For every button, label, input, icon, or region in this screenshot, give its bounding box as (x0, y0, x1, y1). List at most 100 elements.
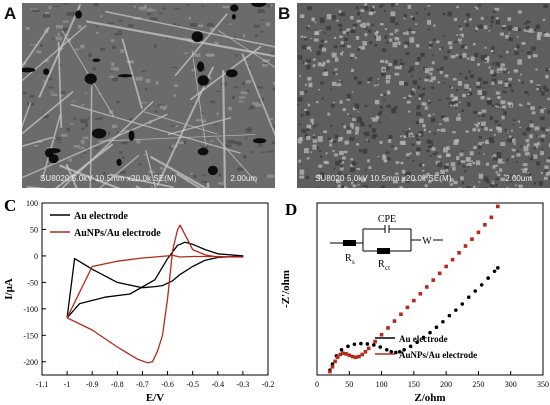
data-point (428, 330, 432, 335)
rct-label: R (378, 259, 385, 270)
data-point (483, 223, 487, 227)
x-tick-label: 200 (440, 380, 452, 389)
rs-subscript: s (352, 258, 355, 266)
x-tick-label: -0.3 (237, 380, 250, 389)
data-point (330, 365, 335, 369)
x-tick-label: -0.5 (186, 380, 199, 389)
data-point (489, 215, 494, 220)
data-point (418, 291, 423, 296)
x-tick-label: 0 (315, 380, 319, 389)
x-tick-label: 100 (376, 380, 388, 389)
data-point (470, 237, 474, 241)
sem-info-b: SU8020 5.0kV 10.5mm x20.0k SE(M) (315, 174, 452, 183)
data-point (444, 264, 448, 269)
data-point (335, 355, 340, 360)
legend-label: AuNPs/Au electrode (74, 228, 161, 239)
data-point (352, 342, 357, 347)
x-tick-label: -0.7 (136, 380, 149, 389)
sem-image-b: SU8020 5.0kV 10.5mm x20.0k SE(M) 2.00um (297, 3, 550, 188)
data-point (476, 230, 481, 235)
sem-image-a: SU8020 5.0kV 10.5mm x20.0k SE(M) 2.00um (22, 3, 275, 188)
data-point (338, 352, 343, 357)
legend-label: Au electrode (399, 334, 448, 344)
x-tick-label: 300 (505, 380, 517, 389)
data-point (424, 285, 429, 289)
eis-chart: 0 50 100 150 200 250 300 350 Z/ohm -Z'/ohm D Au ele… (280, 200, 549, 404)
legend-label: Au electrode (74, 211, 129, 222)
data-point (402, 347, 406, 352)
rct-subscript: ct (385, 264, 390, 272)
data-point (460, 302, 465, 306)
data-point (415, 340, 419, 345)
cv-chart: -1.1 -1 -0.9 -0.8 -0.7 -0.6 -0.5 -0.4 -0.3 -0.2 10… (3, 196, 275, 404)
data-point (421, 335, 426, 340)
x-tick-label: 150 (408, 380, 420, 389)
data-point (350, 354, 355, 359)
data-point (496, 266, 500, 270)
data-point (450, 257, 455, 262)
sem-scale-b: 2.00um (505, 174, 532, 183)
data-point (412, 298, 416, 303)
panel-label-d: D (285, 200, 297, 219)
data-point (339, 347, 344, 352)
data-point (353, 355, 358, 360)
data-point (363, 349, 368, 354)
cv-series-aunps-au-electrode (66, 224, 244, 364)
y-tick-label: 100 (26, 199, 38, 208)
data-point (496, 204, 500, 209)
sem-micrograph-au-electrode (22, 3, 275, 188)
data-point (392, 319, 397, 323)
sem-info-a: SU8020 5.0kV 10.5mm x20.0k SE(M) (40, 174, 177, 183)
warburg-label: W (422, 236, 432, 247)
x-tick-label: 250 (472, 380, 484, 389)
panel-label-c: C (4, 196, 16, 215)
eis-series-au-electrode (328, 266, 500, 373)
x-tick-label: -0.6 (161, 380, 174, 389)
panel-label-b: B (278, 4, 291, 23)
data-point (333, 359, 337, 364)
data-point (463, 244, 468, 248)
data-point (405, 305, 410, 310)
x-tick-label: -1 (64, 380, 71, 389)
data-point (486, 276, 490, 280)
data-point (437, 271, 442, 276)
y-axis-label: -Z'/ohm (280, 270, 292, 308)
data-point (379, 332, 384, 337)
y-tick-label: -50 (27, 278, 38, 287)
plot-frame (41, 202, 269, 376)
x-axis-label: E/V (146, 392, 164, 404)
x-tick-label: -0.4 (211, 380, 224, 389)
x-tick-label: -0.2 (262, 380, 275, 389)
data-point (346, 344, 350, 349)
cpe-label: CPE (378, 214, 396, 225)
y-tick-label: 50 (30, 225, 38, 234)
eis-series-aunps-au-electrode (328, 204, 500, 374)
y-tick-label: 0 (34, 252, 38, 261)
data-point (384, 347, 389, 352)
data-point (492, 269, 497, 274)
data-point (397, 349, 402, 354)
data-point (389, 349, 394, 354)
data-point (344, 352, 348, 356)
data-point (357, 354, 361, 359)
data-point (330, 362, 335, 366)
x-tick-label: 350 (537, 380, 549, 389)
resistor-rct (377, 248, 390, 254)
data-point (431, 278, 436, 282)
x-tick-label: -0.9 (86, 380, 99, 389)
cv-series-au-electrode (66, 241, 244, 319)
y-axis-label: I/μA (3, 278, 15, 300)
data-point (466, 295, 471, 299)
data-point (408, 344, 413, 349)
data-point (373, 339, 377, 344)
x-tick-label: -1.1 (36, 380, 49, 389)
data-point (399, 312, 403, 317)
x-tick-label: -0.8 (111, 380, 124, 389)
data-point (372, 343, 376, 347)
data-point (341, 351, 345, 355)
y-tick-label: -200 (23, 358, 38, 367)
x-tick-label: 50 (345, 380, 353, 389)
data-point (366, 346, 371, 351)
data-point (457, 251, 461, 255)
